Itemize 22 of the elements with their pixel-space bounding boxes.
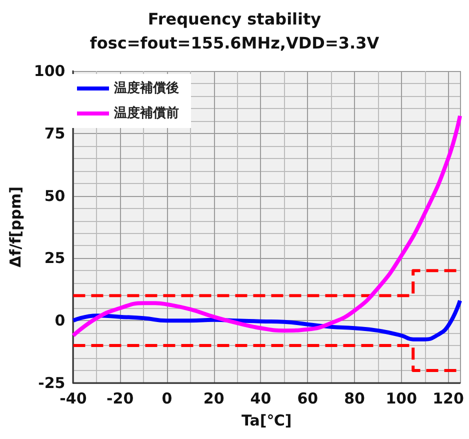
- y-tick-label: 50: [44, 186, 66, 205]
- chart-subtitle: fosc=fout=155.6MHz,VDD=3.3V: [90, 34, 380, 52]
- x-tick-label: 120: [432, 390, 464, 408]
- x-axis-title: Ta[℃]: [241, 412, 292, 430]
- x-tick-label: 60: [297, 390, 318, 408]
- x-tick-label: 80: [344, 390, 365, 408]
- x-tick-label: -20: [106, 390, 134, 408]
- x-tick-label: -40: [60, 390, 87, 408]
- x-tick-label: 100: [386, 390, 418, 408]
- x-tick-label: 0: [162, 390, 172, 408]
- y-axis-title: Δf/f[ppm]: [6, 186, 24, 268]
- x-tick-label: 40: [250, 390, 272, 408]
- y-tick-label: 0: [54, 312, 66, 330]
- y-tick-label: 100: [34, 62, 66, 80]
- legend-label: 温度補償前: [113, 105, 179, 121]
- y-tick-label: 75: [44, 124, 66, 142]
- x-tick-label: 20: [203, 390, 224, 408]
- y-tick-label: 25: [44, 249, 66, 268]
- line-series: [71, 298, 462, 342]
- y-tick-label: -25: [38, 374, 66, 392]
- legend-label: 温度補償後: [113, 80, 179, 96]
- chart-title: Frequency stability: [148, 10, 322, 28]
